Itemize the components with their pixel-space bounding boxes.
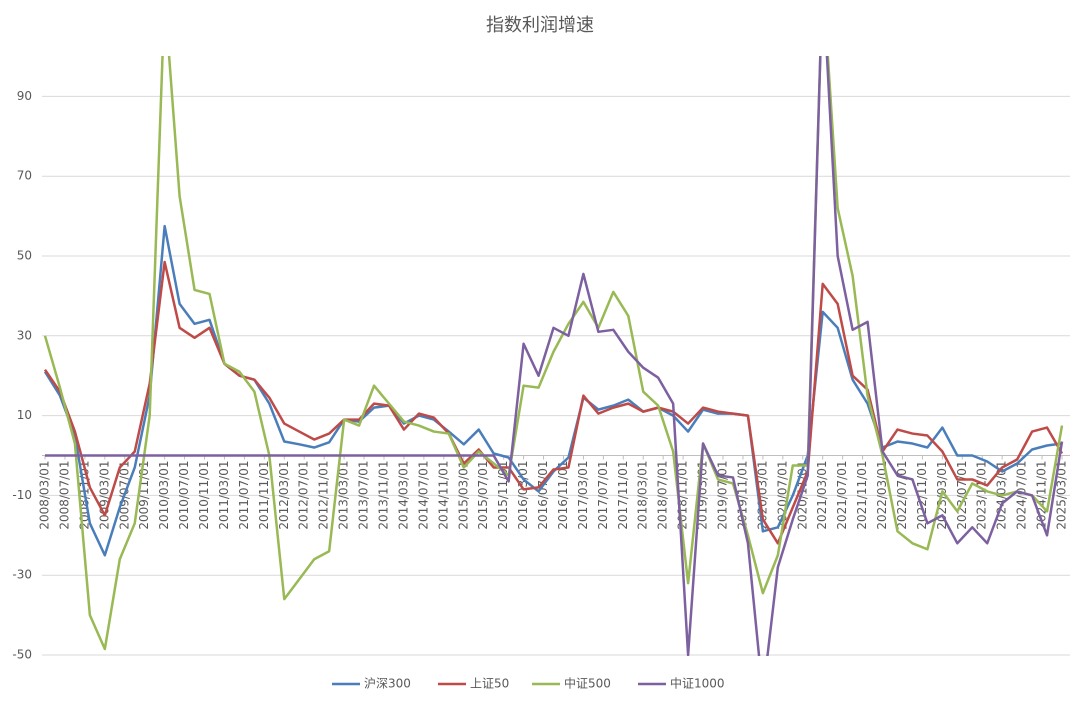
- series-line: [43, 56, 1064, 651]
- x-tick-label: 2022/11/01: [915, 461, 929, 530]
- x-tick-label: 2025/03/01: [1055, 461, 1069, 530]
- legend-label: 上证50: [470, 677, 509, 691]
- y-tick-label: -50: [12, 648, 32, 662]
- x-tick-label: 2011/07/01: [237, 461, 251, 530]
- x-tick-label: 2022/03/01: [875, 461, 889, 530]
- x-tick-label: 2008/03/01: [38, 461, 52, 530]
- x-tick-label: 2014/11/01: [436, 461, 450, 530]
- x-tick-label: 2016/07/01: [536, 461, 550, 530]
- x-tick-label: 2013/03/01: [337, 461, 351, 530]
- series-line: [45, 56, 1064, 656]
- x-tick-label: 2009/03/01: [97, 461, 111, 530]
- y-tick-label: 70: [17, 169, 32, 183]
- x-tick-label: 2015/03/01: [456, 461, 470, 530]
- x-tick-label: 2010/11/01: [197, 461, 211, 530]
- x-tick-label: 2017/07/01: [596, 461, 610, 530]
- y-tick-label: -10: [12, 488, 32, 502]
- x-tick-label: 2014/07/01: [416, 461, 430, 530]
- x-tick-label: 2023/11/01: [975, 461, 989, 530]
- x-tick-label: 2021/03/01: [815, 461, 829, 530]
- y-tick-label: 90: [17, 89, 32, 103]
- series-line: [43, 224, 1063, 557]
- x-tick-label: 2014/03/01: [396, 461, 410, 530]
- x-tick-label: 2013/07/01: [357, 461, 371, 530]
- x-tick-label: 2020/03/01: [755, 461, 769, 530]
- x-tick-label: 2024/07/01: [1015, 461, 1029, 530]
- y-tick-label: 30: [17, 328, 32, 342]
- x-tick-label: 2008/07/01: [57, 461, 71, 530]
- x-tick-label: 2012/03/01: [277, 461, 291, 530]
- x-tick-label: 2017/11/01: [616, 461, 630, 530]
- x-tick-label: 2011/03/01: [217, 461, 231, 530]
- y-tick-label: -30: [12, 568, 32, 582]
- x-tick-label: 2010/07/01: [177, 461, 191, 530]
- x-tick-label: 2011/11/01: [257, 461, 271, 530]
- plot-area: [43, 56, 1064, 656]
- x-tick-label: 2022/07/01: [895, 461, 909, 530]
- x-tick-label: 2010/03/01: [157, 461, 171, 530]
- x-tick-label: 2012/07/01: [297, 461, 311, 530]
- legend-label: 中证1000: [670, 676, 725, 691]
- x-tick-label: 2021/07/01: [835, 461, 849, 530]
- series-line: [43, 260, 1064, 545]
- x-tick-label: 2018/03/01: [636, 461, 650, 530]
- y-tick-label: 50: [17, 249, 32, 263]
- x-tick-label: 2023/07/01: [955, 461, 969, 530]
- x-tick-label: 2012/11/01: [317, 461, 331, 530]
- x-tick-label: 2018/07/01: [656, 461, 670, 530]
- chart-title: 指数利润增速: [486, 15, 594, 36]
- x-tick-label: 2015/07/01: [476, 461, 490, 530]
- x-tick-label: 2016/03/01: [516, 461, 530, 530]
- x-tick-label: 2016/11/01: [556, 461, 570, 530]
- x-tick-label: 2017/03/01: [576, 461, 590, 530]
- x-tick-label: 2021/11/01: [855, 461, 869, 530]
- legend-label: 沪深300: [364, 677, 411, 691]
- x-tick-label: 2013/11/01: [377, 461, 391, 530]
- x-tick-label: 2019/11/01: [735, 461, 749, 530]
- y-tick-label: 10: [17, 408, 32, 422]
- legend-label: 中证500: [564, 676, 611, 691]
- x-tick-label: 2019/07/01: [716, 461, 730, 530]
